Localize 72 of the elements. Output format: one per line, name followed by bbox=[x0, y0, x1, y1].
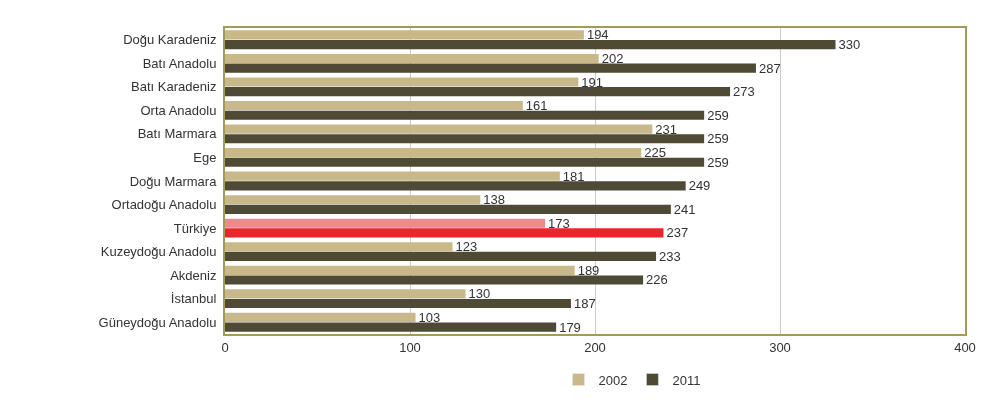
data-label: 187 bbox=[573, 296, 596, 312]
bar bbox=[225, 30, 584, 40]
bar bbox=[225, 265, 575, 275]
bar bbox=[225, 148, 642, 158]
bar bbox=[225, 87, 731, 97]
y-tick-label: Kuzeydoğu Anadolu bbox=[100, 244, 217, 260]
bar bbox=[225, 124, 653, 134]
bar bbox=[225, 134, 705, 144]
y-tick-label: Doğu Marmara bbox=[129, 173, 218, 189]
data-label: 123 bbox=[455, 239, 478, 255]
data-label: 231 bbox=[655, 121, 678, 137]
bar bbox=[225, 100, 523, 111]
x-tick-label: 100 bbox=[399, 339, 421, 355]
y-tick-label: Batı Marmara bbox=[137, 126, 218, 142]
data-label: 249 bbox=[688, 178, 711, 194]
data-label: 273 bbox=[733, 84, 755, 100]
data-label: 173 bbox=[548, 215, 570, 231]
data-label: 241 bbox=[673, 201, 696, 217]
y-tick-label: Türkiye bbox=[173, 220, 217, 236]
y-tick-label: Batı Karadeniz bbox=[131, 79, 217, 95]
data-label: 181 bbox=[562, 168, 585, 184]
bar bbox=[225, 77, 579, 87]
y-tick-label: Orta Anadolu bbox=[140, 102, 217, 118]
legend-label: 2011 bbox=[672, 372, 701, 388]
data-label: 161 bbox=[525, 98, 548, 114]
y-tick-label: İstanbul bbox=[170, 291, 217, 307]
data-label: 194 bbox=[586, 27, 609, 43]
y-tick-label: Doğu Karadeniz bbox=[123, 32, 217, 48]
bar bbox=[225, 181, 686, 191]
y-tick-label: Güneydoğu Anadolu bbox=[98, 314, 217, 330]
data-label: 225 bbox=[644, 145, 666, 161]
bar bbox=[225, 275, 644, 285]
data-label: 287 bbox=[758, 60, 781, 76]
data-label: 237 bbox=[666, 225, 689, 241]
data-label: 330 bbox=[838, 37, 861, 53]
bar bbox=[225, 228, 664, 238]
bar bbox=[225, 40, 836, 50]
data-label: 233 bbox=[659, 248, 681, 264]
data-label: 259 bbox=[707, 154, 729, 170]
x-tick-label: 300 bbox=[769, 339, 791, 355]
bar bbox=[225, 322, 557, 332]
bar bbox=[225, 298, 571, 309]
bar bbox=[225, 63, 756, 73]
bar bbox=[225, 251, 657, 262]
bar bbox=[225, 242, 453, 252]
x-tick-label: 0 bbox=[221, 339, 229, 355]
x-tick-label: 200 bbox=[584, 339, 606, 355]
data-label: 138 bbox=[483, 192, 505, 208]
data-label: 103 bbox=[418, 309, 441, 325]
y-tick-label: Ortadoğu Anadolu bbox=[111, 197, 217, 213]
x-tick-label: 400 bbox=[954, 339, 976, 355]
bar bbox=[225, 289, 466, 299]
y-tick-label: Batı Anadolu bbox=[142, 55, 217, 71]
bar bbox=[225, 157, 705, 167]
bar bbox=[225, 312, 416, 322]
data-label: 189 bbox=[577, 262, 600, 278]
y-tick-label: Ege bbox=[193, 150, 217, 166]
data-label: 130 bbox=[468, 286, 491, 302]
bar bbox=[225, 53, 599, 64]
data-label: 259 bbox=[707, 131, 729, 147]
bar bbox=[225, 110, 705, 120]
legend-label: 2002 bbox=[598, 372, 628, 388]
y-tick-label: Akdeniz bbox=[170, 267, 217, 283]
bar bbox=[225, 204, 671, 214]
bar bbox=[225, 218, 546, 228]
bar bbox=[225, 195, 481, 205]
data-label: 259 bbox=[707, 107, 729, 123]
bar bbox=[225, 171, 560, 181]
data-label: 191 bbox=[581, 74, 604, 90]
data-label: 202 bbox=[601, 50, 624, 66]
data-label: 179 bbox=[559, 319, 581, 335]
data-label: 226 bbox=[646, 272, 668, 288]
